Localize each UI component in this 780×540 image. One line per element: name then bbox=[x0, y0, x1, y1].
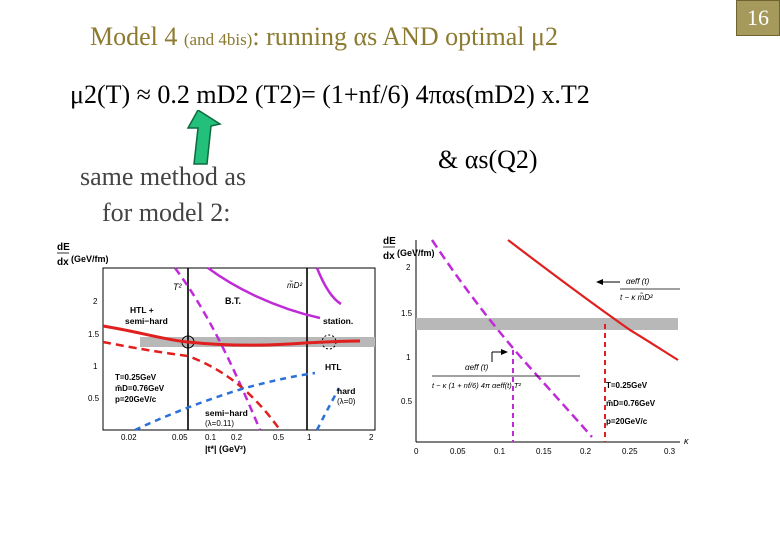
page-number: 16 bbox=[736, 0, 780, 36]
right-ytick: 1.5 bbox=[401, 309, 413, 318]
right-ytick: 2 bbox=[406, 263, 411, 272]
left-annot-params2: m̃D=0.76GeV bbox=[115, 384, 165, 393]
left-xtick: 1 bbox=[307, 433, 312, 442]
right-xlabel: κ bbox=[684, 436, 689, 446]
right-ylabel-top: dE bbox=[383, 236, 396, 247]
left-blue-dashed-curve bbox=[134, 371, 316, 432]
right-arrow-head-icon bbox=[596, 279, 603, 285]
left-plot: dE dx (GeV/fm) 2 1.5 1 0.5 0.02 0.05 0.1… bbox=[57, 242, 376, 454]
right-annot-denom: t − κ m̃D² bbox=[620, 293, 653, 302]
formula-line: μ2(T) ≈ 0.2 mD2 (T2)= (1+nf/6) 4παs(mD2)… bbox=[70, 80, 590, 109]
left-annot-params3: p=20GeV/c bbox=[115, 395, 157, 404]
left-annot-t2: T² bbox=[173, 282, 182, 292]
right-ytick: 0.5 bbox=[401, 397, 413, 406]
right-annot-aeff: αeff (t) bbox=[626, 277, 650, 286]
left-annot-semihard2: semi−hard bbox=[125, 316, 168, 326]
left-ytick: 1 bbox=[93, 362, 98, 371]
right-annot-params3: p=20GeV/c bbox=[606, 417, 648, 426]
left-annot-semihard-low: semi−hard bbox=[205, 408, 248, 418]
left-ylabel-bottom: dx bbox=[57, 257, 69, 268]
right-xtick: 0.3 bbox=[664, 447, 676, 456]
left-annot-htl: HTL bbox=[325, 362, 342, 372]
right-xtick: 0.25 bbox=[622, 447, 638, 456]
right-ytick: 1 bbox=[406, 353, 411, 362]
slide-title: Model 4 (and 4bis): running αs AND optim… bbox=[90, 22, 558, 52]
left-annot-mD2: m̃D² bbox=[287, 281, 302, 290]
left-gray-band bbox=[140, 337, 375, 347]
right-red-solid-curve bbox=[507, 239, 679, 361]
left-xlabel: |t*| (GeV²) bbox=[205, 444, 246, 454]
right-annot-aeff2: αeff (t) bbox=[465, 363, 489, 372]
left-ytick: 1.5 bbox=[88, 330, 100, 339]
right-annot-params1: T=0.25GeV bbox=[606, 381, 648, 390]
left-annot-bt: B.T. bbox=[225, 296, 241, 306]
left-ylabel-top: dE bbox=[57, 242, 70, 253]
left-annot-station: station. bbox=[323, 316, 353, 326]
same-method-line2: for model 2: bbox=[102, 198, 231, 227]
right-annot-params2: m̃D=0.76GeV bbox=[606, 399, 656, 408]
left-purple-solid-curve bbox=[207, 266, 321, 320]
right-xtick: 0.2 bbox=[580, 447, 592, 456]
left-xtick: 0.2 bbox=[231, 433, 243, 442]
right-xtick: 0.15 bbox=[536, 447, 552, 456]
left-annot-params1: T=0.25GeV bbox=[115, 373, 157, 382]
right-purple-dashed-curve bbox=[430, 239, 593, 438]
title-rest: : running αs AND optimal μ2 bbox=[252, 22, 558, 51]
left-yunit: (GeV/fm) bbox=[71, 254, 109, 264]
left-ytick: 0.5 bbox=[88, 394, 100, 403]
left-annot-lambda0: (λ=0) bbox=[337, 397, 356, 406]
right-ylabel-bottom: dx bbox=[383, 251, 395, 262]
right-gray-band bbox=[416, 318, 678, 330]
left-annot-htl-semihard: HTL + bbox=[130, 305, 154, 315]
left-purple-dashed-curve bbox=[173, 267, 262, 431]
right-annot-denom2: t − κ (1 + nf/6) 4π αeff(t) T² bbox=[432, 381, 521, 390]
same-method-line1: same method as bbox=[80, 162, 247, 191]
left-axes-frame bbox=[102, 267, 376, 431]
left-annot-hard: hard bbox=[337, 386, 355, 396]
right-plot: dE dx (GeV/fm) 2 1.5 1 0.5 0 0.05 0.1 0.… bbox=[383, 236, 689, 456]
left-xtick: 0.02 bbox=[121, 433, 137, 442]
formula-and-line: & αs(Q2) bbox=[438, 145, 538, 174]
right-xtick: 0.05 bbox=[450, 447, 466, 456]
left-purple-solid-curve bbox=[315, 267, 342, 306]
right-xtick: 0.1 bbox=[494, 447, 506, 456]
left-xtick: 2 bbox=[369, 433, 374, 442]
left-xtick: 0.5 bbox=[273, 433, 285, 442]
left-xtick: 0.1 bbox=[205, 433, 217, 442]
left-red-solid-curve bbox=[102, 324, 361, 347]
left-ytick: 2 bbox=[93, 297, 98, 306]
right-arrow-head-icon bbox=[501, 349, 508, 355]
left-annot-lambda011: (λ=0.11) bbox=[205, 419, 234, 428]
title-main: Model 4 bbox=[90, 22, 184, 51]
left-xtick: 0.05 bbox=[172, 433, 188, 442]
title-small: (and 4bis) bbox=[183, 30, 253, 49]
left-blue-dashed-curve-hard bbox=[315, 387, 341, 431]
green-arrow-icon bbox=[186, 110, 222, 165]
right-xtick: 0 bbox=[414, 447, 419, 456]
